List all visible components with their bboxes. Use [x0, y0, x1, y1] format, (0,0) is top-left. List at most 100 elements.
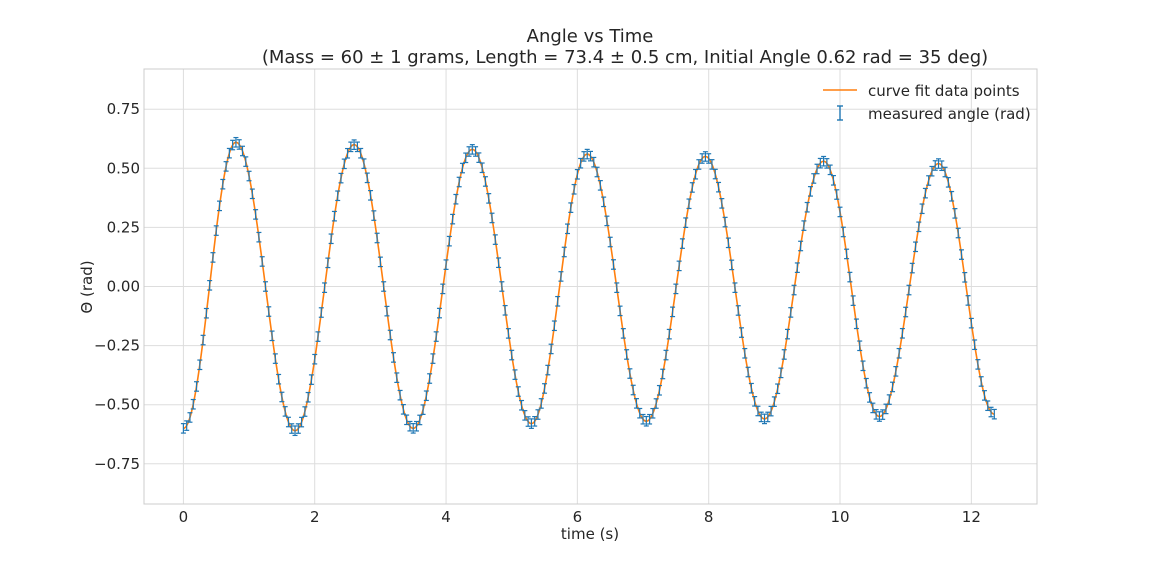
errorbar-point	[417, 414, 423, 426]
x-axis-ticks: 0 2 4 6 8 10 12	[179, 508, 981, 526]
errorbar-point	[837, 206, 843, 218]
legend: curve fit data points measured angle (ra…	[823, 82, 1031, 123]
errorbar-point	[890, 381, 896, 393]
errorbar-point	[394, 372, 400, 384]
errorbar-point	[440, 283, 446, 295]
errorbar-point	[545, 364, 551, 376]
x-tick-label: 12	[962, 508, 981, 526]
errorbar-point	[689, 182, 695, 193]
errorbar-point	[335, 190, 341, 202]
y-axis-ticks: 0.75 0.50 0.25 0.00 −0.25 −0.50 −0.75	[94, 100, 140, 473]
errorbar-point	[187, 412, 193, 423]
errorbar-point	[916, 221, 922, 233]
errorbar-point	[840, 226, 846, 238]
errorbar-point	[473, 146, 479, 157]
errorbar-point	[991, 408, 997, 420]
errorbar-point	[880, 409, 886, 420]
errorbar-point	[630, 384, 636, 396]
errorbar-point	[699, 153, 705, 164]
errorbar-point	[184, 420, 190, 431]
errorbar-point	[791, 284, 797, 296]
errorbar-point	[522, 410, 528, 421]
y-tick-label: 0.50	[107, 159, 140, 177]
errorbar-point	[801, 220, 807, 231]
errorbar-point	[899, 327, 905, 339]
errorbar-point	[647, 413, 653, 425]
errorbar-point	[381, 281, 387, 292]
errorbar-point	[936, 158, 942, 169]
errorbar-point	[985, 400, 991, 412]
errorbar-point	[200, 334, 206, 346]
errorbar-point	[423, 390, 429, 402]
errorbar-point	[867, 392, 873, 403]
errorbar-point	[660, 368, 666, 380]
errorbar-point	[463, 152, 469, 164]
errorbar-point	[180, 423, 186, 434]
errorbar-point	[610, 259, 616, 270]
errorbar-point	[302, 406, 308, 417]
x-tick-label: 4	[441, 508, 451, 526]
errorbar-point	[249, 188, 255, 200]
errorbar-point	[348, 141, 354, 153]
errorbar-point	[981, 390, 987, 401]
errorbar-point	[643, 415, 649, 427]
errorbar-point	[804, 201, 810, 213]
errorbar-point	[519, 399, 525, 411]
errorbar-point	[384, 305, 390, 317]
errorbar-point	[860, 360, 866, 372]
errorbar-point	[584, 148, 590, 160]
errorbar-point	[758, 411, 764, 423]
errorbar-point	[771, 396, 777, 407]
errorbar-point	[341, 158, 347, 170]
errorbar-point	[607, 236, 613, 248]
errorbar-point	[276, 373, 282, 385]
errorbar-point	[515, 386, 521, 397]
errorbar-point	[282, 406, 288, 417]
errorbar-point	[213, 225, 219, 236]
errorbar-point	[716, 181, 722, 193]
errorbar-point	[391, 352, 397, 363]
errorbar-point	[207, 279, 213, 291]
errorbar-point	[850, 295, 856, 306]
errorbar-point	[686, 198, 692, 210]
errorbar-point	[656, 384, 662, 396]
errorbar-point	[420, 404, 426, 415]
errorbar-point	[217, 200, 223, 212]
errorbar-point	[762, 413, 768, 425]
errorbar-point	[627, 368, 633, 379]
errorbar-point	[906, 284, 912, 296]
errorbar-point	[479, 162, 485, 174]
errorbar-point	[243, 156, 249, 167]
errorbar-point	[308, 374, 314, 385]
errorbar-point	[784, 328, 790, 340]
errorbar-point	[844, 248, 850, 260]
errorbar-layer	[180, 136, 997, 437]
errorbar-point	[794, 262, 800, 274]
x-axis-label: time (s)	[561, 525, 619, 543]
y-axis-label: Θ (rad)	[78, 260, 96, 313]
errorbar-point	[742, 347, 748, 359]
legend-measured-label: measured angle (rad)	[868, 105, 1031, 123]
errorbar-point	[922, 187, 928, 199]
errorbar-point	[827, 164, 833, 176]
errorbar-point	[509, 349, 515, 361]
errorbar-point	[958, 249, 964, 260]
errorbar-point	[637, 407, 643, 419]
errorbar-point	[755, 405, 761, 417]
errorbar-point	[725, 237, 731, 249]
errorbar-point	[683, 217, 689, 228]
errorbar-point	[778, 367, 784, 379]
errorbar-point	[528, 418, 534, 429]
errorbar-point	[601, 196, 607, 208]
errorbar-point	[466, 146, 472, 157]
errorbar-point	[354, 141, 360, 153]
errorbar-point	[486, 193, 492, 204]
errorbar-point	[364, 172, 370, 184]
errorbar-point	[670, 306, 676, 318]
errorbar-point	[739, 327, 745, 338]
errorbar-point	[929, 165, 935, 177]
errorbar-point	[377, 256, 383, 268]
errorbar-point	[492, 234, 498, 245]
errorbar-point	[450, 213, 456, 225]
